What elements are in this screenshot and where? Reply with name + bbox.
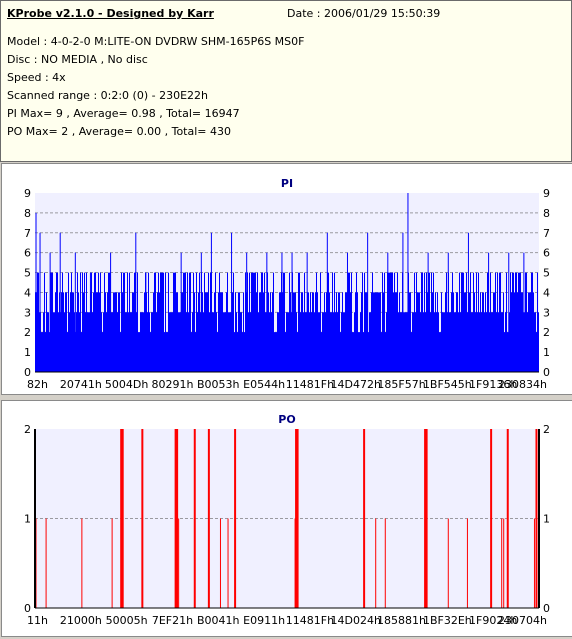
pi-chart: PI 0 0 1 1 2 2 3 3 4 4 5 5 6 6 7 7 8 8 9 9 82h 20741h 5004Dh 802… [24,177,550,391]
pi-ytick-right: 1 [543,346,550,359]
pi-xtick: 5004Dh [105,378,148,391]
pi-xtick: 20741h [60,378,102,391]
pi-ytick-right: 4 [543,286,550,299]
pi-xtick: 185F57h [377,378,425,391]
pi-ytick-left: 6 [24,247,31,260]
pi-ytick-right: 7 [543,227,550,240]
speed-line: Speed : 4x [7,71,66,84]
po-xtick: B0041h [197,614,240,627]
po-xtick: 14D024h [331,614,381,627]
po-stats-line: PO Max= 2 , Average= 0.00 , Total= 430 [7,125,231,138]
pi-xtick: 1BF545h [423,378,472,391]
scanned-range-line: Scanned range : 0:2:0 (0) - 230E22h [7,89,209,102]
po-ytick-left: 1 [24,513,31,526]
pi-ytick-left: 0 [24,366,31,379]
po-chart: PO 0 0 1 1 2 2 11h 21000h 50005h 7EF21h B0041h E0911… [24,413,550,627]
pi-ytick-right: 9 [543,187,550,200]
pi-ytick-left: 4 [24,286,31,299]
pi-xtick: B0053h [197,378,240,391]
pi-ytick-left: 2 [24,326,31,339]
pi-ytick-left: 9 [24,187,31,200]
info-panel: KProbe v2.1.0 - Designed by Karr Date : … [0,0,572,162]
po-xtick: 185881h [377,614,426,627]
pi-ytick-right: 2 [543,326,550,339]
po-xtick: 11481Fh [286,614,334,627]
pi-ytick-right: 3 [543,306,550,319]
pi-stats-line: PI Max= 9 , Average= 0.98 , Total= 16947 [7,107,240,120]
pi-xtick: 80291h [151,378,193,391]
pi-chart-title: PI [281,177,293,190]
pi-xtick: 14D472h [331,378,381,391]
pi-chart-panel: PI 0 0 1 1 2 2 3 3 4 4 5 5 6 6 7 7 8 8 9 9 82h 20741h 5004Dh 802… [1,163,572,395]
po-ytick-right: 0 [543,602,550,615]
model-line: Model : 4-0-2-0 M:LITE-ON DVDRW SHM-165P… [7,35,305,48]
pi-ytick-left: 5 [24,267,31,280]
scan-date: Date : 2006/01/29 15:50:39 [287,7,441,20]
pi-ytick-right: 5 [543,267,550,280]
pi-xtick: 1F9136h [469,378,517,391]
po-xtick: 1F9024h [469,614,517,627]
pi-ytick-right: 8 [543,207,550,220]
pi-bar-columns [35,272,539,372]
po-ytick-right: 1 [543,513,550,526]
pi-xtick: E0544h [243,378,285,391]
pi-ytick-left: 8 [24,207,31,220]
po-ytick-right: 2 [543,423,550,436]
po-xtick: 1BF32Eh [423,614,472,627]
po-xtick: 11h [27,614,48,627]
pi-ytick-left: 1 [24,346,31,359]
pi-xtick: 11481Fh [286,378,334,391]
po-xtick: E0911h [243,614,285,627]
po-xtick: 21000h [60,614,102,627]
pi-ytick-left: 3 [24,306,31,319]
po-ytick-left: 0 [24,602,31,615]
app-title: KProbe v2.1.0 - Designed by Karr [7,7,214,20]
pi-ytick-right: 0 [543,366,550,379]
disc-line: Disc : NO MEDIA , No disc [7,53,148,66]
po-chart-panel: PO 0 0 1 1 2 2 11h 21000h 50005h 7EF21h B0041h E0911… [1,400,572,637]
pi-ytick-right: 6 [543,247,550,260]
pi-xtick: 230834h [498,378,547,391]
po-xtick: 7EF21h [152,614,193,627]
pi-xtick: 82h [27,378,48,391]
po-xtick: 230704h [498,614,547,627]
po-ytick-left: 2 [24,423,31,436]
pi-ytick-left: 7 [24,227,31,240]
po-xtick: 50005h [106,614,148,627]
po-chart-title: PO [278,413,295,426]
